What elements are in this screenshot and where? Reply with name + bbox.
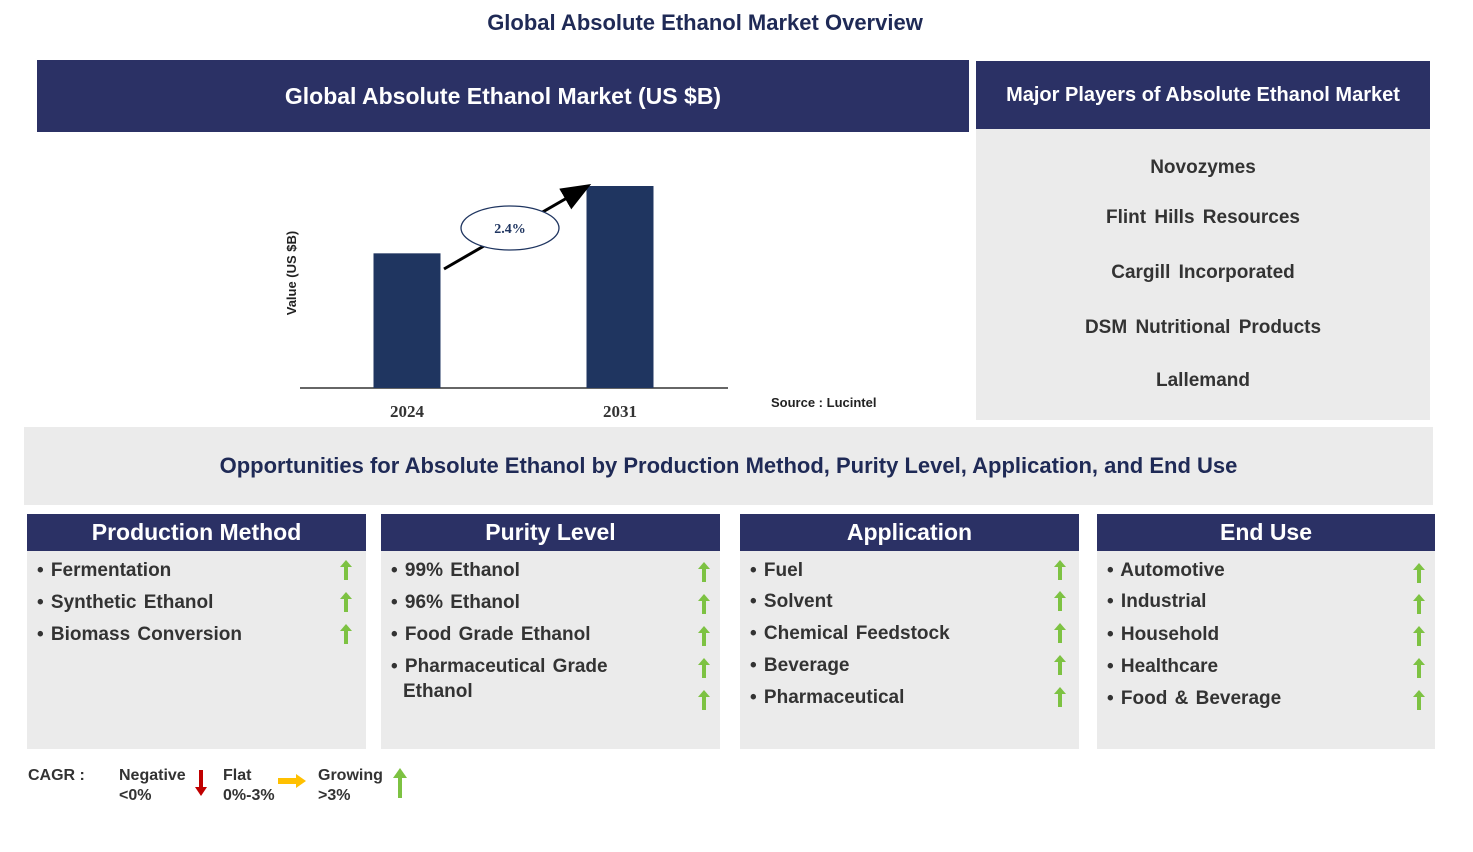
legend-flat-range: 0%-3% [223,787,275,804]
segment-item: • Food & Beverage [1107,688,1282,709]
growth-arrow-up-icon [340,592,352,612]
segment-header-purity-level: Purity Level [381,514,720,551]
segment-item: • Healthcare [1107,656,1219,677]
player-item: Flint Hills Resources [1106,207,1300,228]
bar-2024 [373,253,441,388]
segment-header-production-method: Production Method [27,514,366,551]
segment-panel-production-method: • Fermentation • Synthetic Ethanol • Bio… [27,551,366,749]
players-header: Major Players of Absolute Ethanol Market [976,61,1430,129]
legend-growing-range: >3% [318,787,351,804]
legend-growing-label: Growing [318,767,383,784]
growth-arrow-up-icon [1054,687,1066,707]
segment-item: • Household [1107,624,1220,645]
growth-arrow-up-icon [1054,591,1066,611]
segment-item-continuation: Ethanol [403,681,473,702]
segment-item: • Food Grade Ethanol [391,624,591,645]
market-bar-chart: Value (US $B) 2024 2031 2.4% [284,183,728,421]
growth-arrow-up-icon [698,562,710,582]
growth-arrow-up-icon [340,560,352,580]
segment-item: • Biomass Conversion [37,624,242,645]
segment-panel-application: • Fuel • Solvent • Chemical Feedstock • … [740,551,1079,749]
growth-arrow-up-icon [1413,563,1425,583]
legend-negative-range: <0% [119,787,152,804]
legend-negative: Negative <0% [119,766,186,806]
player-item: Lallemand [1156,370,1250,391]
player-item: Novozymes [1150,157,1256,178]
segment-item: • 99% Ethanol [391,560,520,581]
segment-header-application: Application [740,514,1079,551]
source-note: Source : Lucintel [771,395,877,410]
segment-item: • Solvent [750,591,833,612]
cagr-legend-label: CAGR : [28,767,85,784]
segment-item: • Automotive [1107,560,1225,581]
growth-arrow-up-icon [1054,560,1066,580]
segment-item: • Chemical Feedstock [750,623,950,644]
segment-panel-purity-level: • 99% Ethanol • 96% Ethanol • Food Grade… [381,551,720,749]
segment-item: • Pharmaceutical Grade [391,656,608,677]
bar-2031 [586,186,654,388]
cagr-bubble [460,205,560,251]
growth-arrow-up-icon [340,624,352,644]
cagr-value: 2.4% [494,222,526,237]
legend-negative-label: Negative [119,767,186,784]
segment-item: • Industrial [1107,591,1207,612]
legend-flat-label: Flat [223,767,252,784]
page-title: Global Absolute Ethanol Market Overview [487,10,923,35]
segment-item: • Beverage [750,655,850,676]
x-tick-label: 2024 [390,402,425,421]
growth-arrow-up-icon [1413,690,1425,710]
opportunities-title: Opportunities for Absolute Ethanol by Pr… [24,427,1433,505]
segment-item: • Pharmaceutical [750,687,905,708]
arrow-up-icon [393,768,407,798]
market-chart-header: Global Absolute Ethanol Market (US $B) [37,60,969,132]
segment-item: • Synthetic Ethanol [37,592,214,613]
segment-header-end-use: End Use [1097,514,1435,551]
legend-growing: Growing >3% [318,766,383,806]
legend-flat: Flat 0%-3% [223,766,275,806]
growth-arrow-up-icon [698,658,710,678]
growth-arrow-up-icon [1413,658,1425,678]
player-item: DSM Nutritional Products [1084,317,1322,338]
player-item: Cargill Incorporated [1111,262,1295,283]
segment-panel-end-use: • Automotive • Industrial • Household • … [1097,551,1435,749]
arrow-down-icon [195,770,207,796]
segment-item: • Fuel [750,560,803,581]
growth-arrow-up-icon [1413,594,1425,614]
growth-arrow-up-icon [698,690,710,710]
y-axis-label: Value (US $B) [284,231,299,316]
growth-arrow-up-icon [698,626,710,646]
growth-arrow-up-icon [1054,655,1066,675]
growth-arrow-up-icon [1413,626,1425,646]
segment-item: • 96% Ethanol [391,592,520,613]
growth-arrow-up-icon [698,594,710,614]
segment-item: • Fermentation [37,560,172,581]
x-tick-label: 2031 [603,402,637,421]
arrow-right-icon [278,774,306,788]
players-panel: Novozymes Flint Hills Resources Cargill … [976,129,1430,420]
growth-arrow-up-icon [1054,623,1066,643]
